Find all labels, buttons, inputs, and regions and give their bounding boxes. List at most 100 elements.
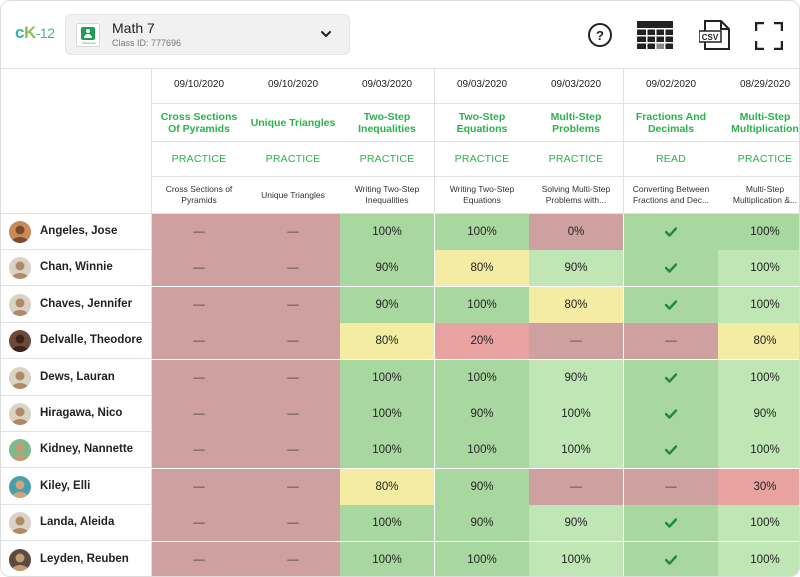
column-title[interactable]: Fractions And Decimals (624, 104, 719, 142)
score-cell[interactable]: 100% (340, 505, 435, 543)
score-cell[interactable]: 100% (529, 541, 624, 576)
score-cell[interactable]: 90% (529, 359, 624, 397)
score-cell[interactable]: 80% (340, 468, 435, 506)
score-cell[interactable]: 0% (529, 214, 624, 251)
score-cell[interactable]: 90% (435, 468, 530, 506)
student-row-header[interactable]: Chan, Winnie (1, 250, 152, 287)
student-row-header[interactable]: Landa, Aleida (1, 505, 152, 542)
score-cell[interactable]: 100% (340, 432, 435, 470)
score-cell[interactable]: — (152, 468, 247, 506)
score-cell[interactable]: — (152, 505, 247, 543)
avatar (9, 221, 31, 243)
ck12-logo[interactable]: cK-12 (15, 23, 55, 42)
score-cell[interactable]: — (246, 214, 341, 251)
score-cell[interactable]: 100% (435, 286, 530, 324)
score-cell[interactable]: 90% (340, 286, 435, 324)
score-cell[interactable]: — (246, 250, 341, 288)
student-row-header[interactable]: Kidney, Nannette (1, 432, 152, 469)
score-cell[interactable]: — (246, 468, 341, 506)
score-cell[interactable] (624, 505, 719, 543)
score-cell[interactable]: 100% (340, 359, 435, 397)
check-icon (665, 554, 677, 565)
score-cell[interactable] (624, 432, 719, 470)
score-cell[interactable]: — (529, 323, 624, 361)
score-cell[interactable]: — (152, 432, 247, 470)
score-cell[interactable]: — (152, 323, 247, 361)
student-row-header[interactable]: Leyden, Reuben (1, 541, 152, 576)
csv-export-icon[interactable]: CSV (699, 20, 731, 50)
student-row-header[interactable]: Delvalle, Theodore (1, 323, 152, 360)
score-cell[interactable] (624, 250, 719, 288)
score-cell[interactable]: — (624, 323, 719, 361)
student-row-header[interactable]: Hiragawa, Nico (1, 396, 152, 432)
score-cell[interactable] (624, 359, 719, 397)
avatar (9, 403, 31, 425)
score-cell[interactable]: 80% (435, 250, 530, 288)
fullscreen-icon[interactable] (755, 22, 783, 50)
check-icon (665, 445, 677, 456)
check-icon (665, 300, 677, 310)
score-cell[interactable]: 90% (340, 250, 435, 288)
column-title[interactable]: Two-Step Equations (435, 104, 530, 142)
score-cell[interactable]: 100% (718, 286, 799, 324)
score-cell[interactable]: 30% (718, 468, 799, 506)
help-icon[interactable]: ? (587, 22, 613, 48)
score-cell[interactable]: 100% (435, 541, 530, 576)
score-cell[interactable]: 100% (718, 505, 799, 543)
score-cell[interactable]: — (246, 505, 341, 543)
student-row-header[interactable]: Kiley, Elli (1, 468, 152, 505)
score-cell[interactable]: 80% (718, 323, 799, 361)
score-cell[interactable]: 100% (529, 396, 624, 433)
check-icon (665, 409, 677, 419)
score-cell[interactable]: — (246, 541, 341, 576)
score-cell[interactable]: 100% (718, 214, 799, 251)
student-row-header[interactable]: Dews, Lauran (1, 359, 152, 396)
score-cell[interactable]: — (152, 396, 247, 433)
score-cell[interactable]: — (246, 396, 341, 433)
score-cell[interactable]: 100% (435, 214, 530, 251)
score-cell[interactable] (624, 396, 719, 433)
score-cell[interactable]: — (152, 214, 247, 251)
score-cell[interactable]: 100% (529, 432, 624, 470)
score-cell[interactable]: 100% (435, 432, 530, 470)
score-cell[interactable]: — (246, 323, 341, 361)
column-title[interactable]: Cross Sections Of Pyramids (152, 104, 247, 142)
score-cell[interactable]: 100% (718, 541, 799, 576)
score-cell[interactable]: — (246, 359, 341, 397)
score-cell[interactable] (624, 214, 719, 251)
column-title[interactable]: Multi-Step Multiplication (718, 104, 799, 142)
column-title[interactable]: Two-Step Inequalities (340, 104, 435, 142)
score-cell[interactable]: 90% (529, 505, 624, 543)
score-cell[interactable]: — (152, 541, 247, 576)
score-cell[interactable]: 100% (718, 359, 799, 397)
score-cell[interactable]: 100% (718, 432, 799, 470)
score-cell[interactable]: 90% (435, 505, 530, 543)
student-row-header[interactable]: Angeles, Jose (1, 214, 152, 250)
score-cell[interactable]: 90% (529, 250, 624, 288)
score-cell[interactable]: — (246, 286, 341, 324)
score-cell[interactable]: — (246, 432, 341, 470)
score-cell[interactable]: 20% (435, 323, 530, 361)
score-cell[interactable]: 100% (435, 359, 530, 397)
score-cell[interactable] (624, 286, 719, 324)
class-selector[interactable]: Classroom Math 7 Class ID: 777696 (65, 14, 350, 55)
score-cell[interactable]: 90% (718, 396, 799, 433)
score-cell[interactable]: — (624, 468, 719, 506)
score-cell[interactable]: 80% (529, 286, 624, 324)
column-title[interactable]: Unique Triangles (246, 104, 341, 142)
score-cell[interactable]: 80% (340, 323, 435, 361)
score-cell[interactable]: 100% (340, 396, 435, 433)
student-row-header[interactable]: Chaves, Jennifer (1, 286, 152, 323)
score-cell[interactable]: 100% (340, 214, 435, 251)
score-cell[interactable]: — (529, 468, 624, 506)
avatar (9, 257, 31, 280)
score-cell[interactable]: 90% (435, 396, 530, 433)
grid-view-icon[interactable] (637, 21, 673, 49)
score-cell[interactable]: 100% (718, 250, 799, 288)
score-cell[interactable]: — (152, 286, 247, 324)
score-cell[interactable] (624, 541, 719, 576)
score-cell[interactable]: — (152, 359, 247, 397)
score-cell[interactable]: — (152, 250, 247, 288)
score-cell[interactable]: 100% (340, 541, 435, 576)
column-title[interactable]: Multi-Step Problems (529, 104, 624, 142)
